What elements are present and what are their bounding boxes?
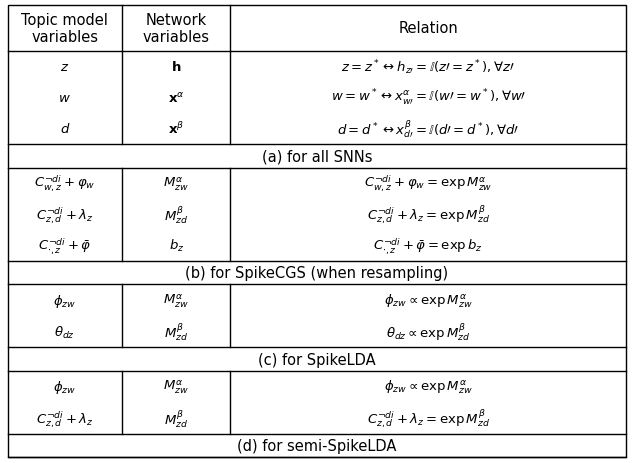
Text: $\mathbf{h}$: $\mathbf{h}$ <box>171 60 181 74</box>
Text: $C^{\neg di}_{z,d} + \lambda_z$: $C^{\neg di}_{z,d} + \lambda_z$ <box>36 408 94 429</box>
Text: $\mathbf{x}^{\alpha}$: $\mathbf{x}^{\alpha}$ <box>168 91 184 105</box>
Text: $z = z^* \leftrightarrow h_{z\prime} = \mathbb{I}(z\prime = z^*), \forall z\prim: $z = z^* \leftrightarrow h_{z\prime} = \… <box>342 58 515 76</box>
Text: $\theta_{dz}$: $\theta_{dz}$ <box>55 324 75 340</box>
Text: $M^{\alpha}_{zw}$: $M^{\alpha}_{zw}$ <box>164 175 189 193</box>
Text: $C^{\neg di}_{\cdot,z} + \bar{\varphi}$: $C^{\neg di}_{\cdot,z} + \bar{\varphi}$ <box>38 235 92 256</box>
Text: $\phi_{zw} \propto \exp M^{\alpha}_{zw}$: $\phi_{zw} \propto \exp M^{\alpha}_{zw}$ <box>384 378 473 395</box>
Text: $C^{\neg di}_{z,d} + \lambda_z = \exp M^{\beta}_{zd}$: $C^{\neg di}_{z,d} + \lambda_z = \exp M^… <box>367 203 490 226</box>
Text: (c) for SpikeLDA: (c) for SpikeLDA <box>258 352 376 367</box>
Text: $C^{\neg di}_{z,d} + \lambda_z$: $C^{\neg di}_{z,d} + \lambda_z$ <box>36 204 94 225</box>
Text: $M^{\beta}_{zd}$: $M^{\beta}_{zd}$ <box>164 407 188 429</box>
Text: (b) for SpikeCGS (when resampling): (b) for SpikeCGS (when resampling) <box>185 265 449 281</box>
Text: $\phi_{zw} \propto \exp M^{\alpha}_{zw}$: $\phi_{zw} \propto \exp M^{\alpha}_{zw}$ <box>384 292 473 309</box>
Text: $\phi_{zw}$: $\phi_{zw}$ <box>53 378 77 395</box>
Text: Network
variables: Network variables <box>143 13 210 45</box>
Text: $w$: $w$ <box>58 92 71 105</box>
Text: $M^{\beta}_{zd}$: $M^{\beta}_{zd}$ <box>164 204 188 225</box>
Text: $C^{\neg di}_{\cdot,z} + \bar{\varphi} = \exp b_z$: $C^{\neg di}_{\cdot,z} + \bar{\varphi} =… <box>373 235 483 256</box>
Text: $\theta_{dz} \propto \exp M^{\beta}_{zd}$: $\theta_{dz} \propto \exp M^{\beta}_{zd}… <box>386 321 470 343</box>
Text: $C^{\neg di}_{w,z} + \varphi_w$: $C^{\neg di}_{w,z} + \varphi_w$ <box>34 173 96 194</box>
Text: $w = w^* \leftrightarrow x^{\alpha}_{w\prime} = \mathbb{I}(w\prime = w^*), \fora: $w = w^* \leftrightarrow x^{\alpha}_{w\p… <box>331 88 526 108</box>
Text: (d) for semi-SpikeLDA: (d) for semi-SpikeLDA <box>237 438 397 453</box>
Text: Topic model
variables: Topic model variables <box>22 13 108 45</box>
Text: $M^{\beta}_{zd}$: $M^{\beta}_{zd}$ <box>164 321 188 343</box>
Text: $b_z$: $b_z$ <box>169 238 184 254</box>
Text: $M^{\alpha}_{zw}$: $M^{\alpha}_{zw}$ <box>164 292 189 309</box>
Text: $\mathbf{x}^{\beta}$: $\mathbf{x}^{\beta}$ <box>168 121 184 137</box>
Text: $C^{\neg di}_{z,d} + \lambda_z = \exp M^{\beta}_{zd}$: $C^{\neg di}_{z,d} + \lambda_z = \exp M^… <box>367 407 490 430</box>
Text: $\phi_{zw}$: $\phi_{zw}$ <box>53 292 77 309</box>
Text: $d = d^* \leftrightarrow x^{\beta}_{d\prime} = \mathbb{I}(d\prime = d^*), \foral: $d = d^* \leftrightarrow x^{\beta}_{d\pr… <box>337 119 520 140</box>
Text: (a) for all SNNs: (a) for all SNNs <box>262 149 372 164</box>
Text: $M^{\alpha}_{zw}$: $M^{\alpha}_{zw}$ <box>164 378 189 395</box>
Text: $C^{\neg di}_{w,z} + \varphi_w = \exp M^{\alpha}_{zw}$: $C^{\neg di}_{w,z} + \varphi_w = \exp M^… <box>364 173 493 194</box>
Text: $d$: $d$ <box>60 122 70 136</box>
Text: $z$: $z$ <box>60 61 70 74</box>
Text: Relation: Relation <box>399 21 458 36</box>
